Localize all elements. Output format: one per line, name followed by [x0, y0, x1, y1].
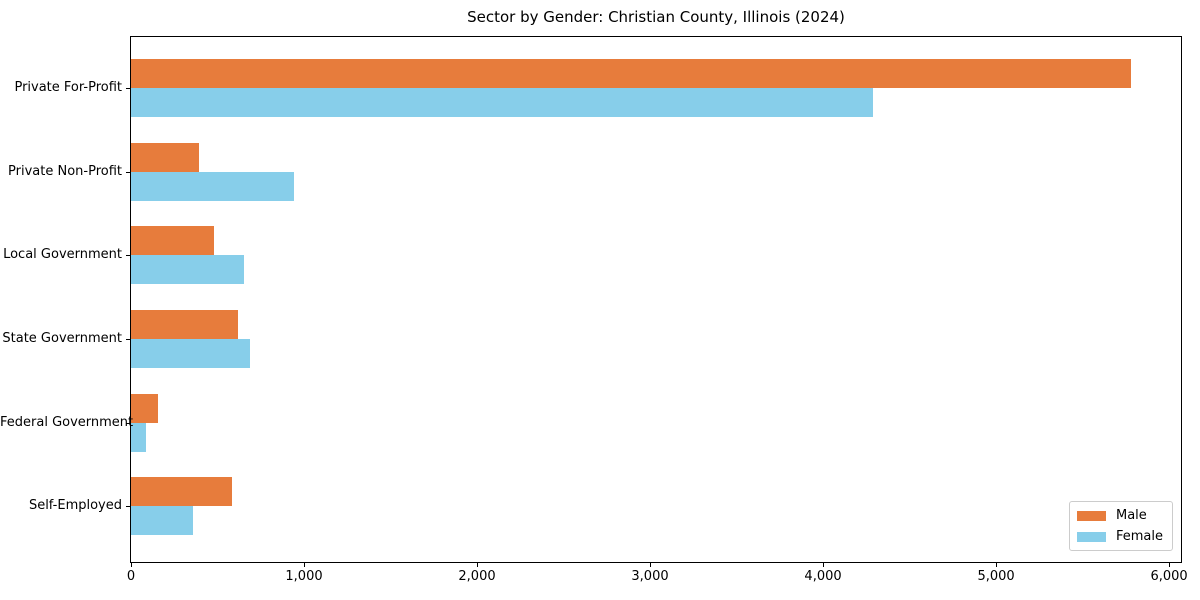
- y-tick-mark: [126, 506, 130, 508]
- bar-female-2: [131, 255, 245, 285]
- bar-male-1: [131, 142, 200, 172]
- category-label: Federal Government: [0, 414, 134, 430]
- legend: Male Female: [1068, 501, 1173, 551]
- x-tick-label: 0: [126, 569, 136, 584]
- x-tick-mark: [131, 563, 132, 567]
- x-tick-label: 1,000: [285, 569, 323, 584]
- category-label: State Government: [2, 330, 122, 346]
- bar-female-1: [131, 171, 294, 201]
- x-tick-mark: [996, 563, 998, 567]
- y-tick-mark: [126, 255, 130, 257]
- bar-female-5: [131, 506, 194, 536]
- x-tick-mark: [304, 563, 305, 567]
- y-tick-mark: [126, 171, 130, 173]
- category-label: Private For-Profit: [14, 79, 122, 95]
- x-tick-mark: [1169, 563, 1171, 567]
- plot-area: Male Female: [130, 36, 1182, 563]
- x-tick-label: 6,000: [1150, 569, 1188, 584]
- chart-title: Sector by Gender: Christian County, Illi…: [467, 8, 845, 26]
- legend-label-male: Male: [1115, 508, 1147, 523]
- bar-male-0: [131, 58, 1131, 88]
- y-tick-mark: [126, 338, 130, 340]
- category-label: Private Non-Profit: [8, 163, 122, 179]
- legend-entry-female: Female: [1076, 529, 1163, 544]
- bar-male-2: [131, 226, 215, 256]
- female-series-swatch-icon: [1076, 531, 1106, 542]
- x-tick-mark: [477, 563, 479, 567]
- category-label: Local Government: [3, 247, 122, 263]
- bar-male-4: [131, 393, 158, 423]
- x-tick-mark: [650, 563, 652, 567]
- y-tick-mark: [126, 87, 130, 89]
- x-tick-label: 3,000: [631, 569, 669, 584]
- bar-male-3: [131, 309, 239, 339]
- male-series-swatch-icon: [1076, 510, 1106, 521]
- x-tick-label: 5,000: [977, 569, 1015, 584]
- x-tick-label: 2,000: [458, 569, 496, 584]
- bar-male-5: [131, 477, 233, 507]
- legend-label-female: Female: [1115, 529, 1163, 544]
- y-tick-mark: [126, 422, 130, 424]
- x-tick-label: 4,000: [804, 569, 842, 584]
- category-label: Self-Employed: [28, 498, 122, 514]
- legend-entry-male: Male: [1076, 508, 1163, 523]
- bar-female-3: [131, 338, 250, 368]
- bar-female-0: [131, 87, 874, 117]
- x-tick-mark: [823, 563, 825, 567]
- bar-female-4: [131, 422, 146, 452]
